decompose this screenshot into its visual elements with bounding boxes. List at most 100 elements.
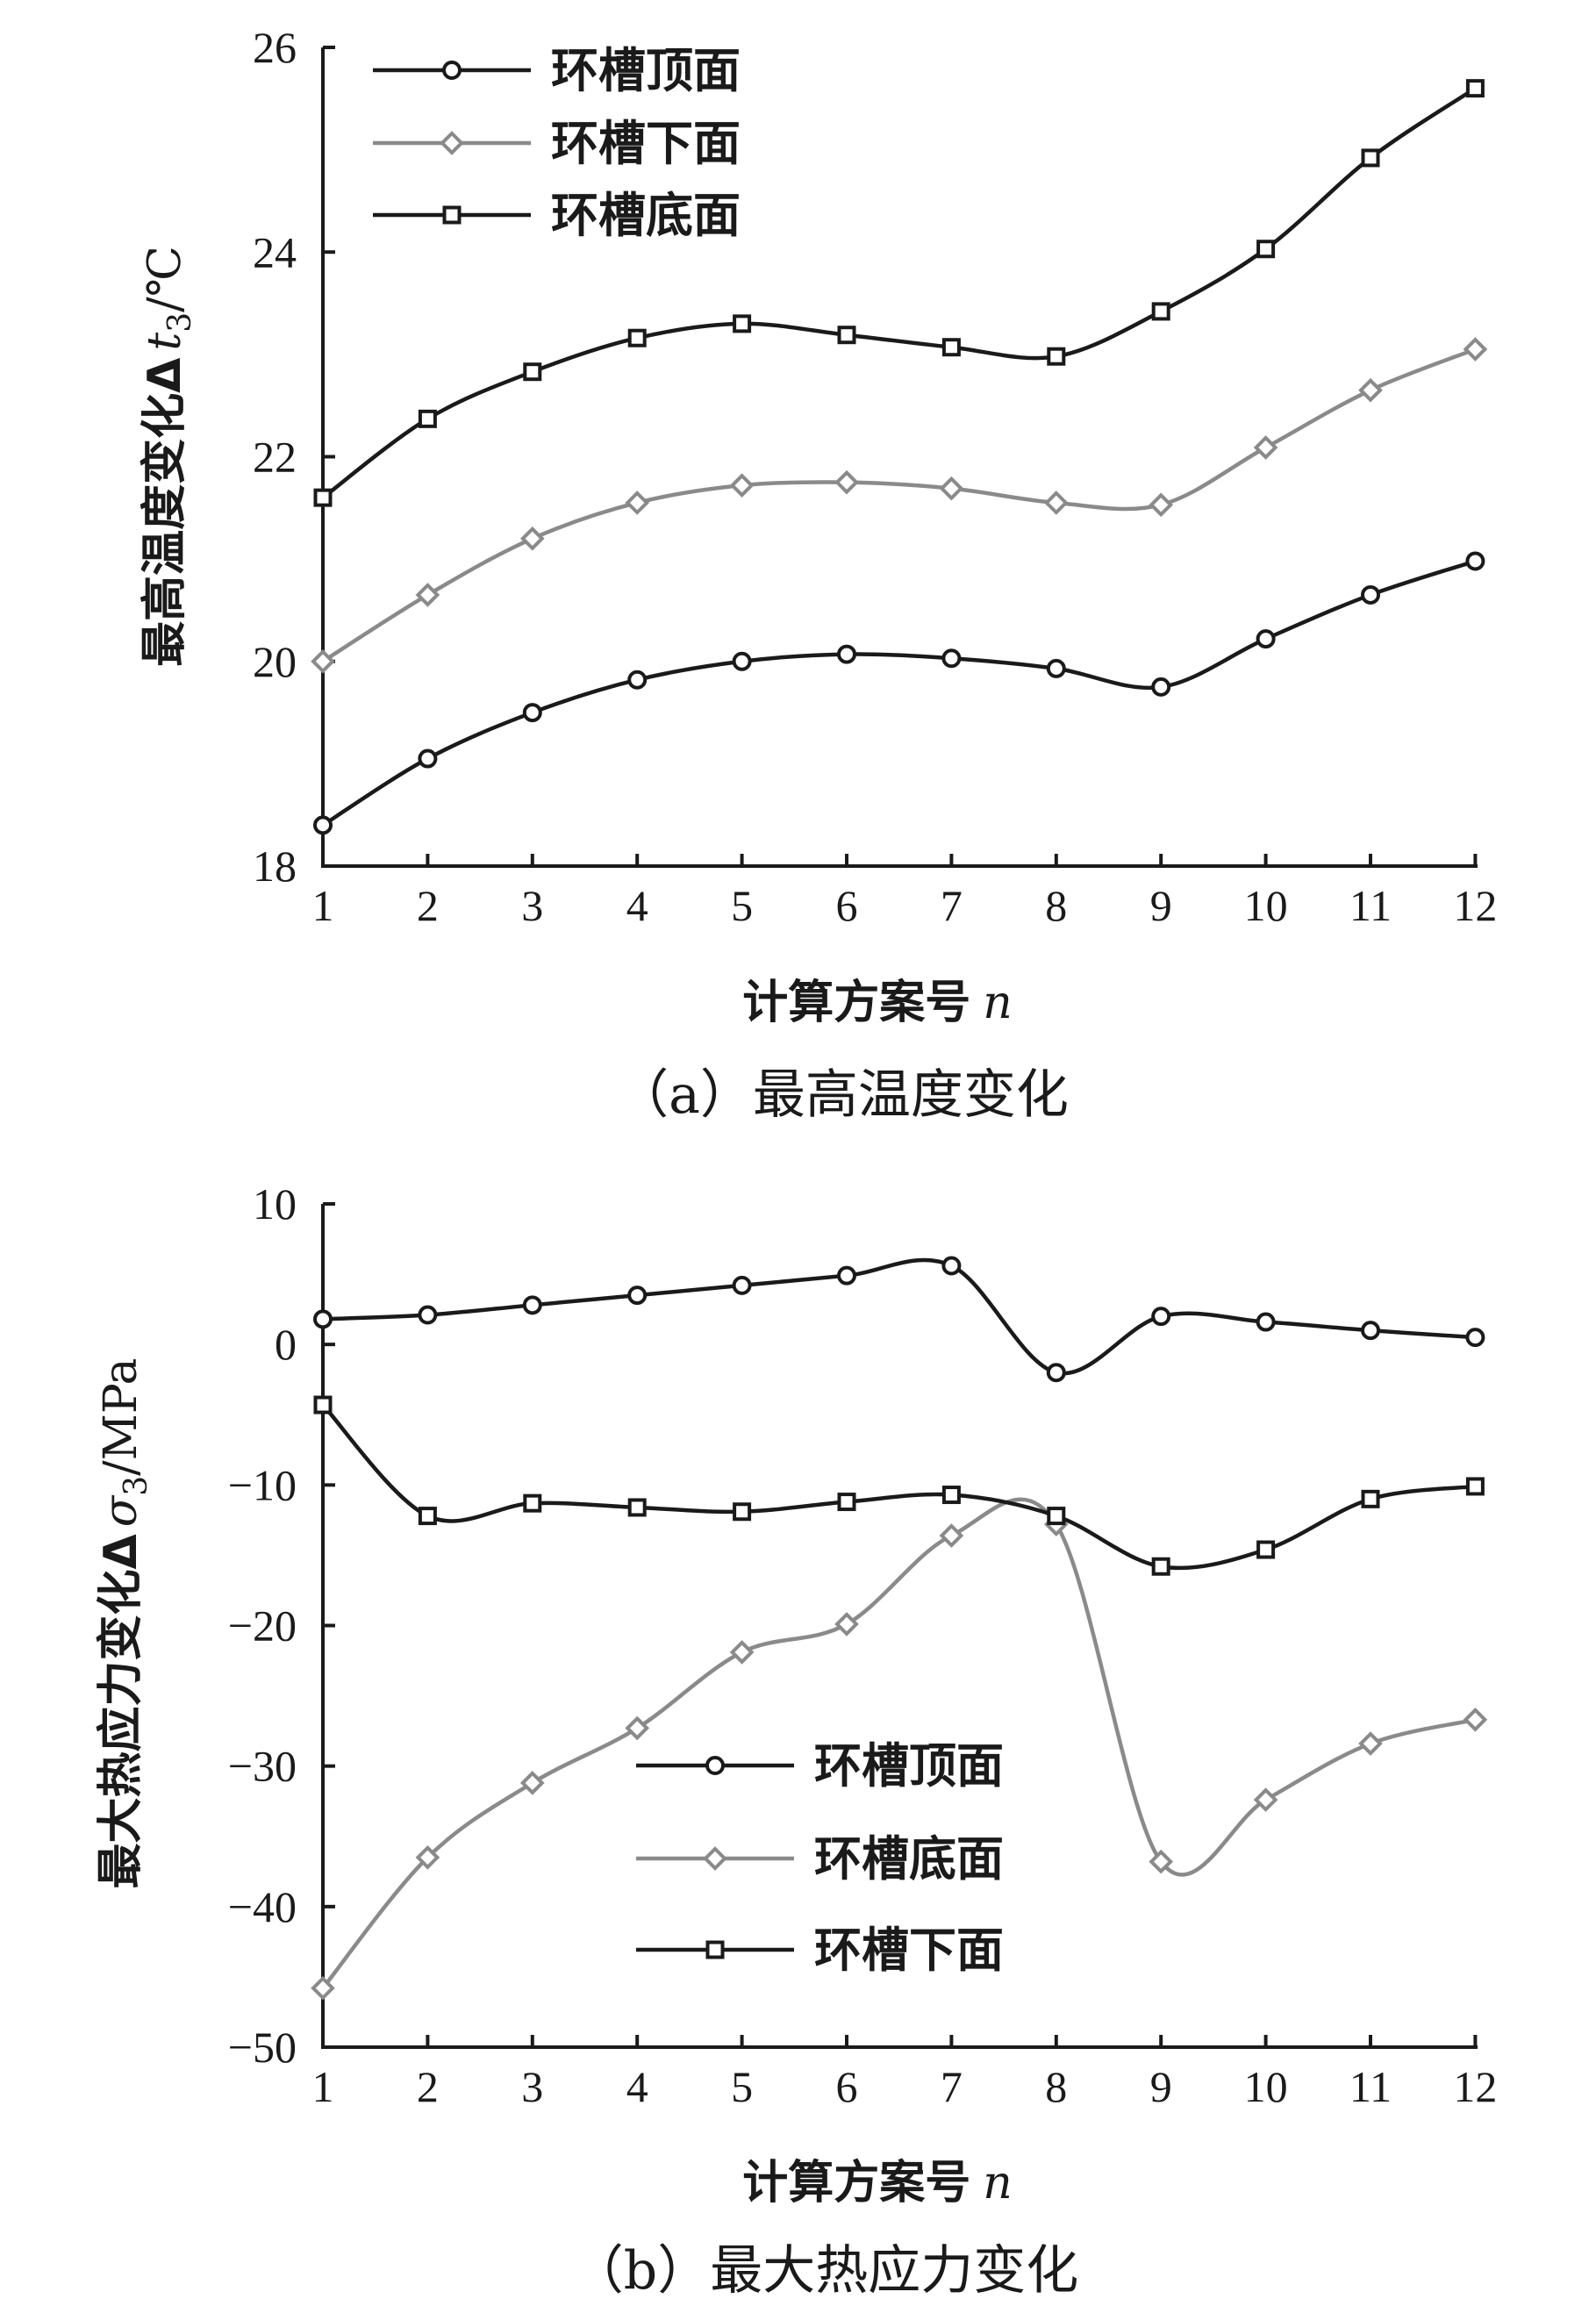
legend-marker [440,131,464,155]
data-point [313,488,333,507]
series-line [321,347,1477,663]
x-tick-label: 2 [417,881,439,930]
x-tick-label: 2 [417,2062,439,2111]
data-point [1358,377,1383,403]
data-point [837,326,856,345]
legend-label: 环槽顶面 [814,1738,1004,1794]
data-point [729,473,755,498]
legend-item: 环槽下面 [636,1923,1004,1978]
x-tick-label: 12 [1453,881,1497,930]
x-tick-label: 7 [941,881,963,930]
data-point [1465,1477,1485,1496]
data-point [1361,148,1380,168]
legend-item: 环槽底面 [636,1831,1004,1887]
data-point [313,1395,333,1414]
chart-a-y-axis-title: 最高温度变化Δt3/℃ [139,246,198,667]
legend-marker [705,1940,725,1959]
legend-item: 环槽顶面 [636,1738,1004,1794]
x-tick-label: 10 [1244,2062,1288,2111]
data-point [1465,1328,1485,1348]
data-point [625,1715,650,1741]
data-point [415,583,440,607]
series-line [321,86,1477,499]
chart-b-y-axis-title: 最大热应力变化Δσ3/MPa [95,1357,154,1888]
data-point [1463,1707,1488,1732]
data-point [313,815,333,835]
x-tick-label: 3 [521,881,543,930]
data-point [1151,677,1171,697]
y-tick-label: 10 [253,1179,297,1228]
data-point [1253,1787,1278,1812]
data-point [522,703,542,723]
y-tick-label: −10 [228,1460,297,1509]
chart-b-caption: （b）最大热应力变化 [571,2240,1078,2299]
data-point [941,1256,962,1276]
data-point [732,651,752,671]
data-point [834,469,859,495]
y-tick-label: 26 [253,23,297,72]
y-tick-label: −40 [228,1882,297,1931]
data-point [729,1640,755,1665]
y-tick-label: 24 [253,227,297,276]
x-tick-label: 9 [1150,2062,1172,2111]
data-point [1361,1321,1380,1341]
y-tick-label: −50 [228,2023,297,2072]
y-tick-label: 18 [253,842,297,891]
data-point [1046,658,1066,678]
data-point [627,1498,647,1517]
data-point [1465,79,1485,98]
data-point [1358,1731,1383,1756]
x-tick-label: 4 [626,2062,648,2111]
data-point [311,1975,335,2001]
data-point [523,362,542,382]
data-point [627,328,647,347]
legend-marker [442,205,462,225]
x-tick-label: 5 [731,881,753,930]
data-point [1151,302,1170,321]
data-point [418,748,438,769]
data-point [834,1612,859,1637]
data-point [837,1265,856,1286]
data-point [732,1275,752,1295]
data-point [941,1486,961,1505]
legend-marker [703,1846,727,1871]
data-point [415,1844,440,1870]
data-point [1149,492,1174,518]
data-point [519,526,545,551]
legend-item: 环槽底面 [373,188,741,243]
data-point [1361,584,1380,605]
data-point [1256,1312,1276,1332]
series-1 [311,1497,1488,2001]
legend-label: 环槽顶面 [551,43,741,98]
legend-item: 环槽顶面 [373,43,741,98]
y-tick-label: 22 [253,433,297,482]
data-point [837,1493,856,1512]
data-point [1256,240,1276,259]
x-tick-label: 11 [1349,881,1392,930]
data-point [523,1493,542,1513]
data-point [939,476,964,501]
x-tick-label: 7 [941,2062,963,2111]
data-point [1047,1507,1066,1526]
chart-a-caption: （a）最高温度变化 [616,1064,1069,1126]
data-point [519,1771,545,1795]
data-point [939,1523,964,1548]
x-tick-label: 8 [1045,881,1067,930]
data-point [1256,629,1276,649]
x-tick-label: 11 [1349,2062,1392,2111]
series-line [322,1257,1476,1376]
data-point [1043,491,1069,515]
data-point [313,1309,333,1329]
legend-label: 环槽底面 [551,188,741,243]
data-point [733,314,752,333]
legend-marker [705,1756,725,1775]
data-point [418,409,437,428]
x-tick-label: 1 [312,2062,334,2111]
legend-label: 环槽底面 [814,1831,1004,1887]
y-tick-label: 20 [253,637,297,686]
